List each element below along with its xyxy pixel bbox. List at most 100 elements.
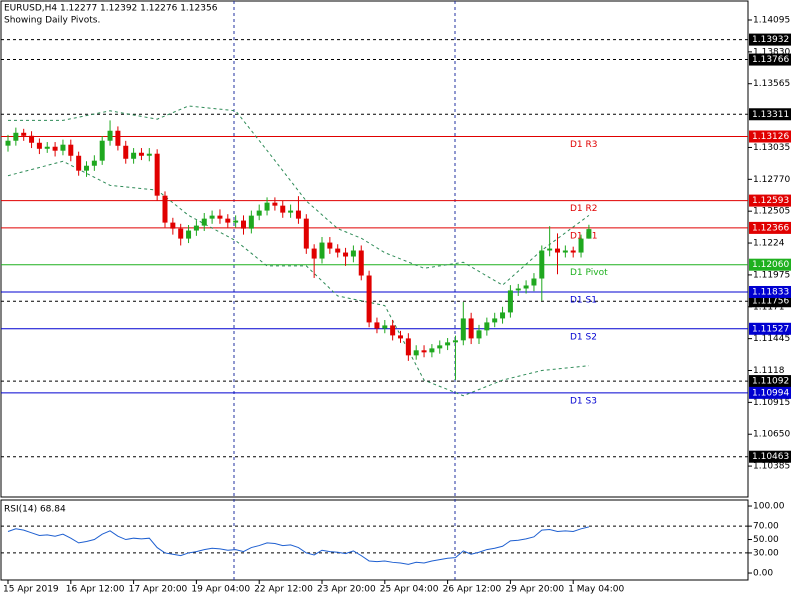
candle-body — [319, 242, 325, 259]
candle-body — [421, 350, 427, 353]
y-tick-label: 1.1224 — [753, 239, 785, 249]
candle-body — [154, 153, 160, 196]
candle-body — [578, 238, 584, 253]
pivot-tag — [749, 258, 791, 271]
level-tag — [749, 33, 791, 46]
candle-body — [398, 335, 403, 339]
y-tick-label: 1.12505 — [753, 207, 790, 217]
pivot-label: D1 R1 — [570, 231, 598, 241]
pivot-tag — [749, 322, 791, 335]
candle-body — [280, 205, 286, 213]
candle-body — [99, 140, 105, 161]
candle-body — [547, 248, 553, 251]
x-tick-label: 26 Apr 12:00 — [443, 585, 502, 595]
chart-title: EURUSD,H4 1.12277 1.12392 1.12276 1.1235… — [4, 4, 218, 14]
candle-body — [405, 338, 411, 356]
candle-body — [233, 220, 239, 223]
rsi-tick-label: 70.00 — [753, 522, 779, 532]
candle-body — [500, 312, 506, 319]
candle-body — [123, 145, 129, 159]
pivot-tag — [749, 285, 791, 298]
candle-body — [146, 153, 152, 156]
rsi-tick-label: 100.00 — [753, 502, 785, 512]
x-tick-label: 23 Apr 20:00 — [317, 585, 376, 595]
pivot-label: D1 S1 — [570, 295, 597, 305]
candle-body — [374, 322, 380, 329]
y-tick-label: 1.10915 — [753, 398, 790, 408]
candle-body — [311, 248, 317, 259]
candle-body — [382, 325, 388, 329]
pivot-label: D1 R3 — [570, 140, 598, 150]
candle-body — [5, 140, 11, 146]
rsi-line — [7, 526, 590, 565]
y-tick-label: 1.13035 — [753, 143, 790, 153]
candle-body — [539, 250, 545, 279]
candle-body — [492, 318, 498, 323]
candle-body — [256, 210, 262, 216]
candle-body — [335, 248, 341, 253]
candle-body — [44, 146, 50, 149]
candle-body — [107, 130, 113, 141]
candle-body — [84, 165, 89, 171]
candle-body — [52, 146, 58, 151]
y-tick-label: 1.12770 — [753, 175, 790, 185]
level-tag — [749, 108, 791, 121]
level-tag — [749, 53, 791, 66]
rsi-tick-label: 30.00 — [753, 548, 779, 558]
candle-body — [295, 210, 301, 219]
candle-body — [272, 202, 278, 206]
candle-body — [264, 202, 270, 211]
candle-body — [350, 250, 356, 257]
candle-body — [358, 250, 364, 276]
candle-body — [507, 290, 513, 313]
level-tag-label: 1.13932 — [752, 35, 789, 45]
pivot-tag-label: 1.11527 — [752, 324, 789, 334]
candle-body — [162, 195, 168, 223]
candle-body — [13, 132, 19, 141]
candle-body — [452, 340, 458, 343]
pivot-tag-label: 1.12060 — [752, 260, 789, 270]
pivot-tag — [749, 194, 791, 207]
pivot-label: D1 S2 — [570, 332, 597, 342]
pivot-label: D1 Pivot — [570, 268, 608, 278]
y-tick-label: 1.13565 — [753, 79, 790, 89]
candle-body — [209, 215, 215, 219]
candle-body — [138, 152, 144, 156]
candle-body — [303, 218, 309, 249]
level-tag — [749, 295, 791, 308]
candle-body — [68, 144, 74, 156]
candle-body — [476, 330, 482, 339]
level-tag-label: 1.11092 — [752, 377, 789, 387]
candle-body — [366, 275, 372, 323]
candle-body — [413, 350, 419, 356]
candle-body — [225, 218, 231, 223]
y-tick-label: 1.13830 — [753, 47, 790, 57]
pivot-tag — [749, 221, 791, 234]
rsi-tick-label: 0.00 — [753, 569, 773, 579]
pivot-tag-label: 1.10994 — [752, 388, 789, 398]
candle-body — [468, 318, 474, 339]
y-tick-label: 1.1118 — [753, 366, 785, 376]
level-tag-label: 1.10463 — [752, 452, 789, 462]
candle-body — [555, 248, 560, 253]
pivot-tag-label: 1.11833 — [752, 287, 789, 297]
y-tick-label: 1.11445 — [753, 334, 790, 344]
y-tick-label: 1.10385 — [753, 462, 790, 472]
candle-body — [115, 130, 121, 146]
x-tick-label: 15 Apr 2019 — [3, 585, 59, 595]
candle-body — [327, 242, 333, 249]
candle-body — [586, 229, 592, 239]
candle-body — [343, 252, 349, 257]
y-tick-label: 1.10650 — [753, 430, 790, 440]
candle-body — [562, 250, 568, 253]
candle-body — [186, 230, 192, 239]
x-tick-label: 19 Apr 04:00 — [191, 585, 250, 595]
x-tick-label: 29 Apr 20:00 — [505, 585, 564, 595]
candle-body — [201, 218, 207, 226]
candle-body — [241, 220, 246, 229]
candle-body — [29, 135, 35, 143]
candle-body — [217, 215, 223, 219]
chart-subtitle: Showing Daily Pivots. — [4, 16, 100, 26]
x-tick-label: 25 Apr 04:00 — [380, 585, 439, 595]
